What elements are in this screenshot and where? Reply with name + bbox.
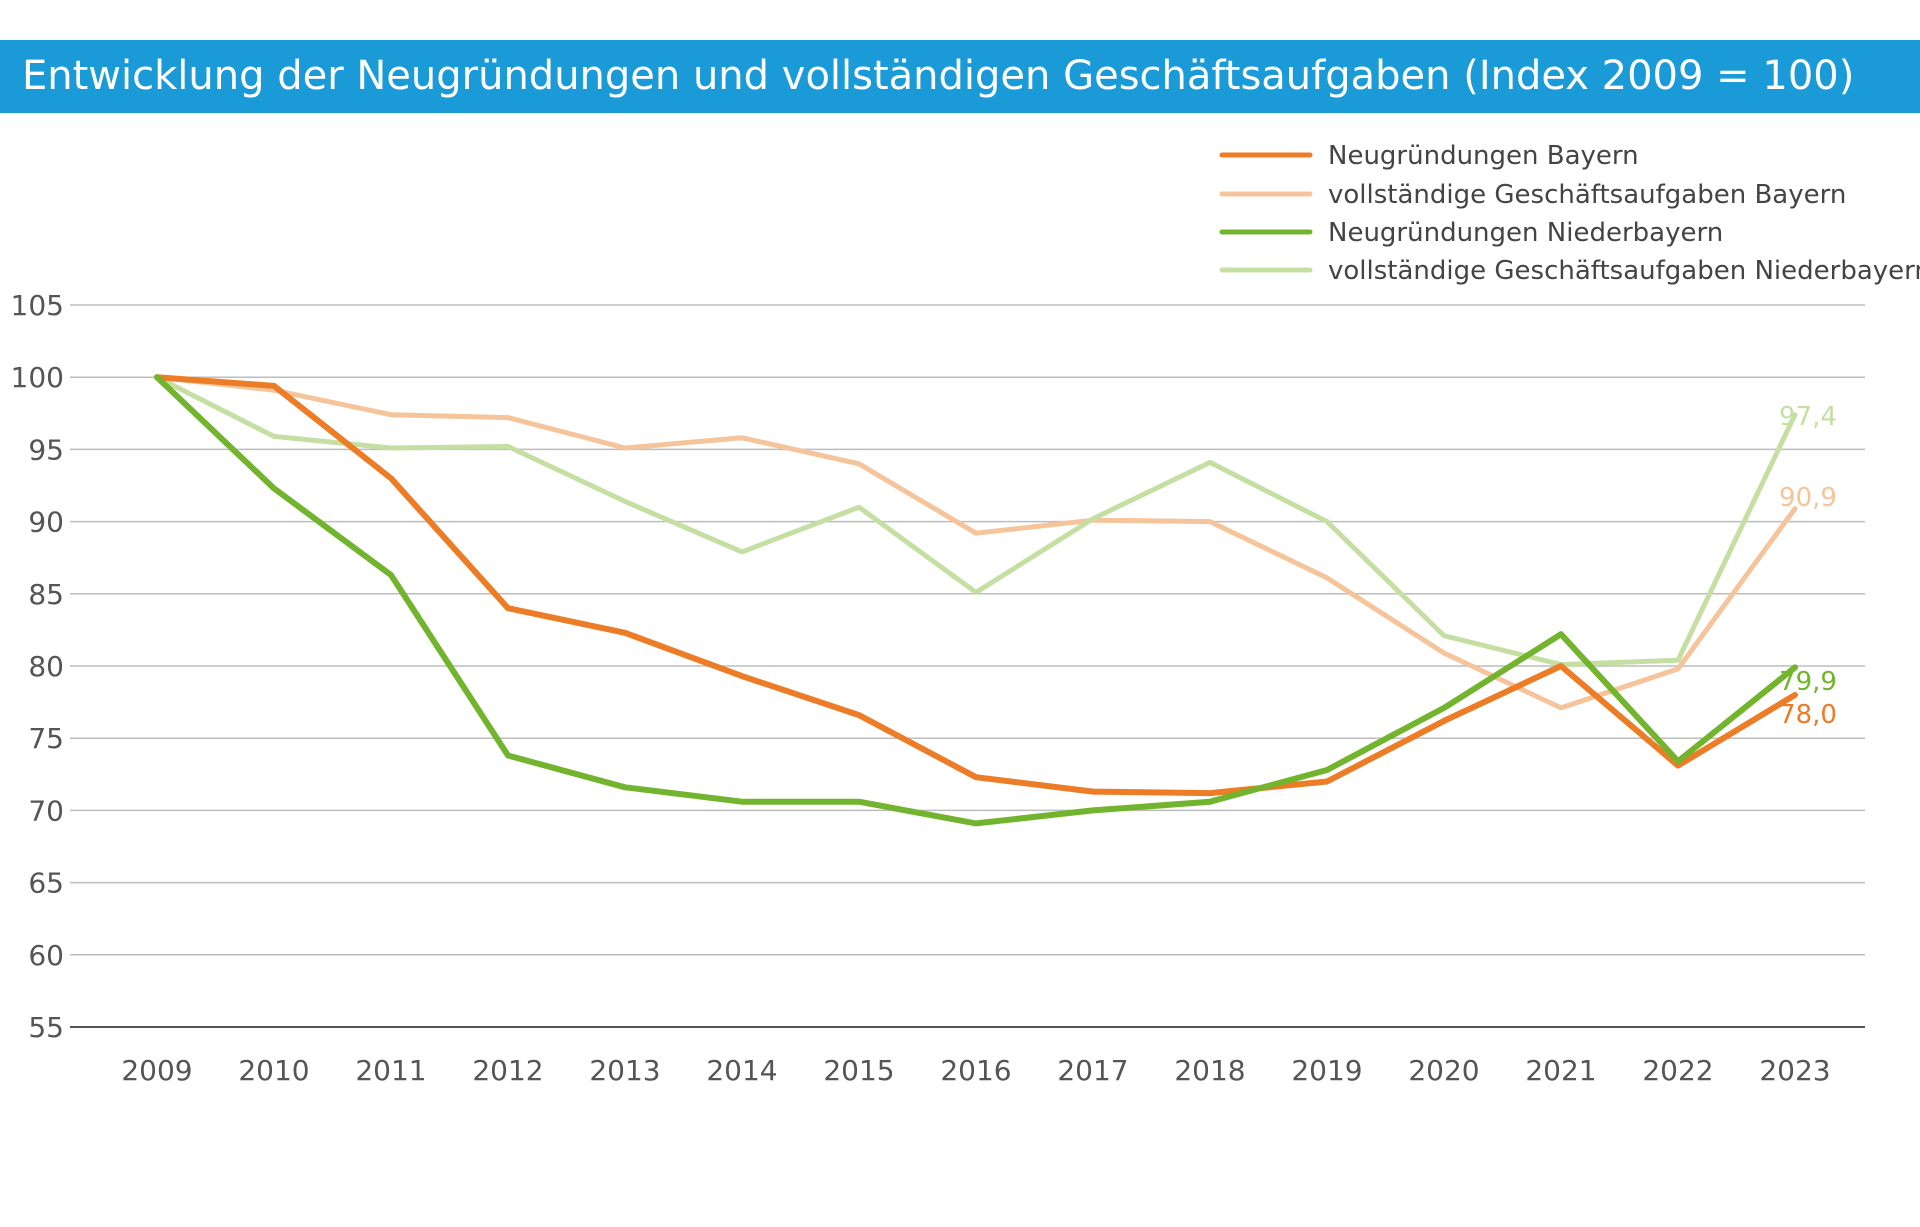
series-lines: [154, 374, 1798, 827]
y-tick-label: 100: [11, 361, 64, 394]
end-value-labels: 78,0 90,9 79,9 97,4: [1779, 402, 1837, 730]
y-tick-label: 55: [28, 1011, 64, 1044]
y-tick-label: 60: [28, 939, 64, 972]
x-tick-label: 2016: [940, 1054, 1011, 1087]
chart-title: Entwicklung der Neugründungen und vollst…: [22, 53, 1855, 99]
end-value-label: 79,9: [1779, 667, 1837, 697]
y-tick-label: 65: [28, 867, 64, 900]
y-tick-label: 95: [28, 433, 64, 466]
legend: Neugründungen Bayern vollständige Geschäf…: [1219, 141, 1920, 286]
y-tick-label: 90: [28, 506, 64, 539]
x-tick-label: 2013: [589, 1054, 660, 1087]
y-tick-label: 70: [28, 794, 64, 827]
x-tick-label: 2014: [706, 1054, 777, 1087]
x-tick-label: 2009: [121, 1054, 192, 1087]
title-bar: Entwicklung der Neugründungen und vollst…: [0, 40, 1920, 113]
series-line-1: [154, 374, 1798, 711]
y-tick-label: 105: [11, 289, 64, 322]
x-tick-label: 2015: [823, 1054, 894, 1087]
x-tick-label: 2019: [1291, 1054, 1362, 1087]
end-value-label: 97,4: [1779, 402, 1837, 432]
legend-label: Neugründungen Bayern: [1328, 141, 1639, 171]
y-tick-label: 80: [28, 650, 64, 683]
y-axis-tick-labels: 55 60 65 70 75 80 85 90 95 100 105: [11, 289, 64, 1044]
x-tick-label: 2020: [1408, 1054, 1479, 1087]
x-tick-label: 2023: [1759, 1054, 1830, 1087]
end-value-label: 78,0: [1779, 700, 1837, 730]
x-tick-label: 2022: [1642, 1054, 1713, 1087]
series-line-2: [154, 374, 1798, 827]
legend-label: vollständige Geschäftsaufgaben Niederbay…: [1328, 256, 1920, 286]
x-tick-label: 2011: [355, 1054, 426, 1087]
x-tick-label: 2012: [472, 1054, 543, 1087]
x-axis-tick-labels: 2009 2010 2011 2012 2013 2014 2015 2016 2017 2018…: [121, 1054, 1830, 1087]
end-value-label: 90,9: [1779, 483, 1837, 513]
legend-label: Neugründungen Niederbayern: [1328, 218, 1723, 248]
series-line-3: [154, 374, 1798, 668]
y-tick-label: 85: [28, 578, 64, 611]
x-tick-label: 2021: [1525, 1054, 1596, 1087]
x-tick-label: 2017: [1057, 1054, 1128, 1087]
x-tick-label: 2010: [238, 1054, 309, 1087]
series-line-0: [154, 374, 1798, 797]
y-tick-label: 75: [28, 722, 64, 755]
gridlines: [70, 304, 1865, 1028]
legend-label: vollständige Geschäftsaufgaben Bayern: [1328, 180, 1846, 210]
x-tick-label: 2018: [1174, 1054, 1245, 1087]
